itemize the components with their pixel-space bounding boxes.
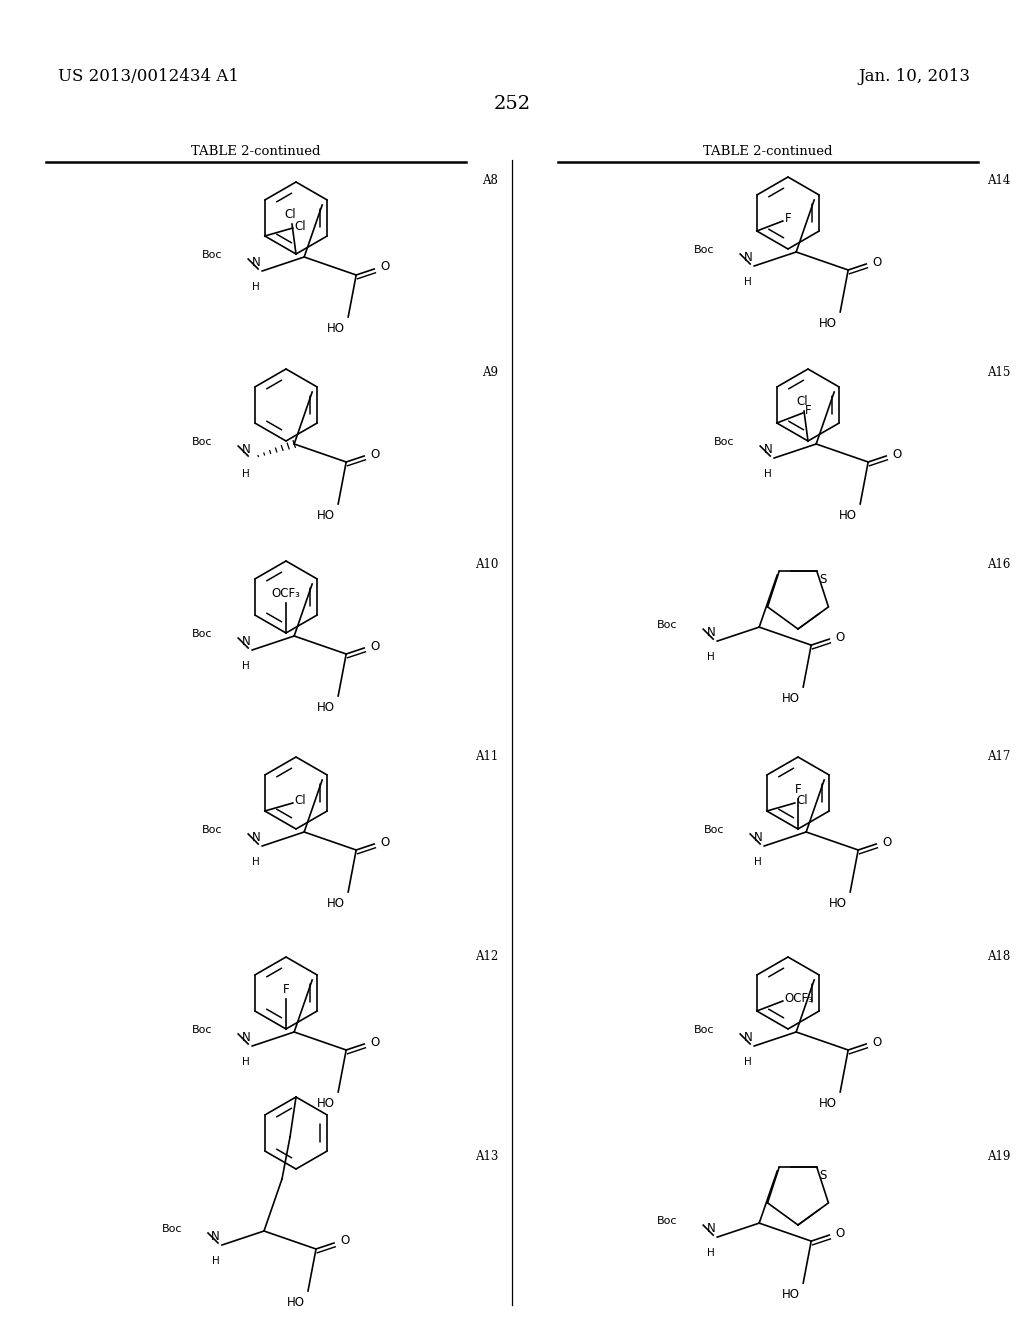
Text: Boc: Boc <box>714 437 734 447</box>
Text: Cl: Cl <box>797 795 809 808</box>
Text: H: H <box>253 282 260 292</box>
Text: O: O <box>340 1234 349 1247</box>
Text: Boc: Boc <box>191 437 212 447</box>
Text: O: O <box>380 260 389 273</box>
Text: H: H <box>744 1057 753 1067</box>
Text: US 2013/0012434 A1: US 2013/0012434 A1 <box>58 69 239 84</box>
Text: N: N <box>764 444 772 455</box>
Text: O: O <box>371 447 380 461</box>
Text: H: H <box>253 857 260 867</box>
Text: A15: A15 <box>987 366 1010 379</box>
Text: Jan. 10, 2013: Jan. 10, 2013 <box>858 69 970 84</box>
Text: N: N <box>707 626 715 639</box>
Text: N: N <box>252 832 260 843</box>
Text: H: H <box>212 1257 220 1266</box>
Text: HO: HO <box>328 322 345 335</box>
Text: H: H <box>243 661 250 671</box>
Text: A18: A18 <box>987 950 1010 964</box>
Text: S: S <box>819 573 826 586</box>
Text: A8: A8 <box>482 174 498 187</box>
Text: 252: 252 <box>494 95 530 114</box>
Text: HO: HO <box>819 1097 838 1110</box>
Text: O: O <box>883 836 892 849</box>
Text: N: N <box>754 832 762 843</box>
Text: Boc: Boc <box>162 1224 182 1234</box>
Text: H: H <box>765 469 772 479</box>
Text: N: N <box>242 444 250 455</box>
Text: N: N <box>707 1222 715 1236</box>
Text: O: O <box>380 836 389 849</box>
Text: O: O <box>836 1226 845 1239</box>
Text: S: S <box>819 1170 826 1183</box>
Text: N: N <box>211 1230 220 1243</box>
Text: N: N <box>252 256 260 269</box>
Text: F: F <box>805 404 811 417</box>
Text: H: H <box>243 469 250 479</box>
Text: H: H <box>744 277 753 286</box>
Text: H: H <box>708 1249 715 1258</box>
Text: F: F <box>283 983 290 997</box>
Text: HO: HO <box>317 1097 335 1110</box>
Text: OCF₃: OCF₃ <box>784 993 814 1006</box>
Text: A13: A13 <box>475 1150 498 1163</box>
Text: Boc: Boc <box>656 1216 677 1226</box>
Text: O: O <box>872 1035 882 1048</box>
Text: F: F <box>784 213 792 226</box>
Text: HO: HO <box>328 898 345 909</box>
Text: H: H <box>708 652 715 663</box>
Text: N: N <box>743 251 753 264</box>
Text: N: N <box>743 1031 753 1044</box>
Text: HO: HO <box>287 1296 305 1309</box>
Text: Boc: Boc <box>693 1026 714 1035</box>
Text: A12: A12 <box>475 950 498 964</box>
Text: Boc: Boc <box>202 825 222 836</box>
Text: Boc: Boc <box>191 1026 212 1035</box>
Text: Cl: Cl <box>295 219 306 232</box>
Text: Cl: Cl <box>797 395 808 408</box>
Text: N: N <box>242 1031 250 1044</box>
Text: HO: HO <box>782 1288 800 1302</box>
Text: H: H <box>755 857 762 867</box>
Text: TABLE 2-continued: TABLE 2-continued <box>191 145 321 158</box>
Text: O: O <box>371 1035 380 1048</box>
Text: Boc: Boc <box>703 825 724 836</box>
Text: N: N <box>242 635 250 648</box>
Text: A9: A9 <box>482 366 498 379</box>
Text: A17: A17 <box>987 750 1010 763</box>
Text: HO: HO <box>317 701 335 714</box>
Text: O: O <box>892 447 901 461</box>
Text: A14: A14 <box>987 174 1010 187</box>
Text: Cl: Cl <box>285 209 296 220</box>
Text: A10: A10 <box>475 558 498 572</box>
Text: HO: HO <box>317 510 335 521</box>
Text: Boc: Boc <box>656 620 677 630</box>
Text: A19: A19 <box>987 1150 1010 1163</box>
Text: Boc: Boc <box>693 246 714 255</box>
Text: OCF₃: OCF₃ <box>271 587 300 601</box>
Text: F: F <box>795 783 802 796</box>
Text: A11: A11 <box>475 750 498 763</box>
Text: Boc: Boc <box>202 249 222 260</box>
Text: A16: A16 <box>987 558 1010 572</box>
Text: HO: HO <box>829 898 847 909</box>
Text: O: O <box>872 256 882 268</box>
Text: Boc: Boc <box>191 630 212 639</box>
Text: HO: HO <box>840 510 857 521</box>
Text: HO: HO <box>819 317 838 330</box>
Text: O: O <box>371 639 380 652</box>
Text: HO: HO <box>782 692 800 705</box>
Text: Cl: Cl <box>295 795 306 808</box>
Text: O: O <box>836 631 845 644</box>
Text: H: H <box>243 1057 250 1067</box>
Text: TABLE 2-continued: TABLE 2-continued <box>703 145 833 158</box>
